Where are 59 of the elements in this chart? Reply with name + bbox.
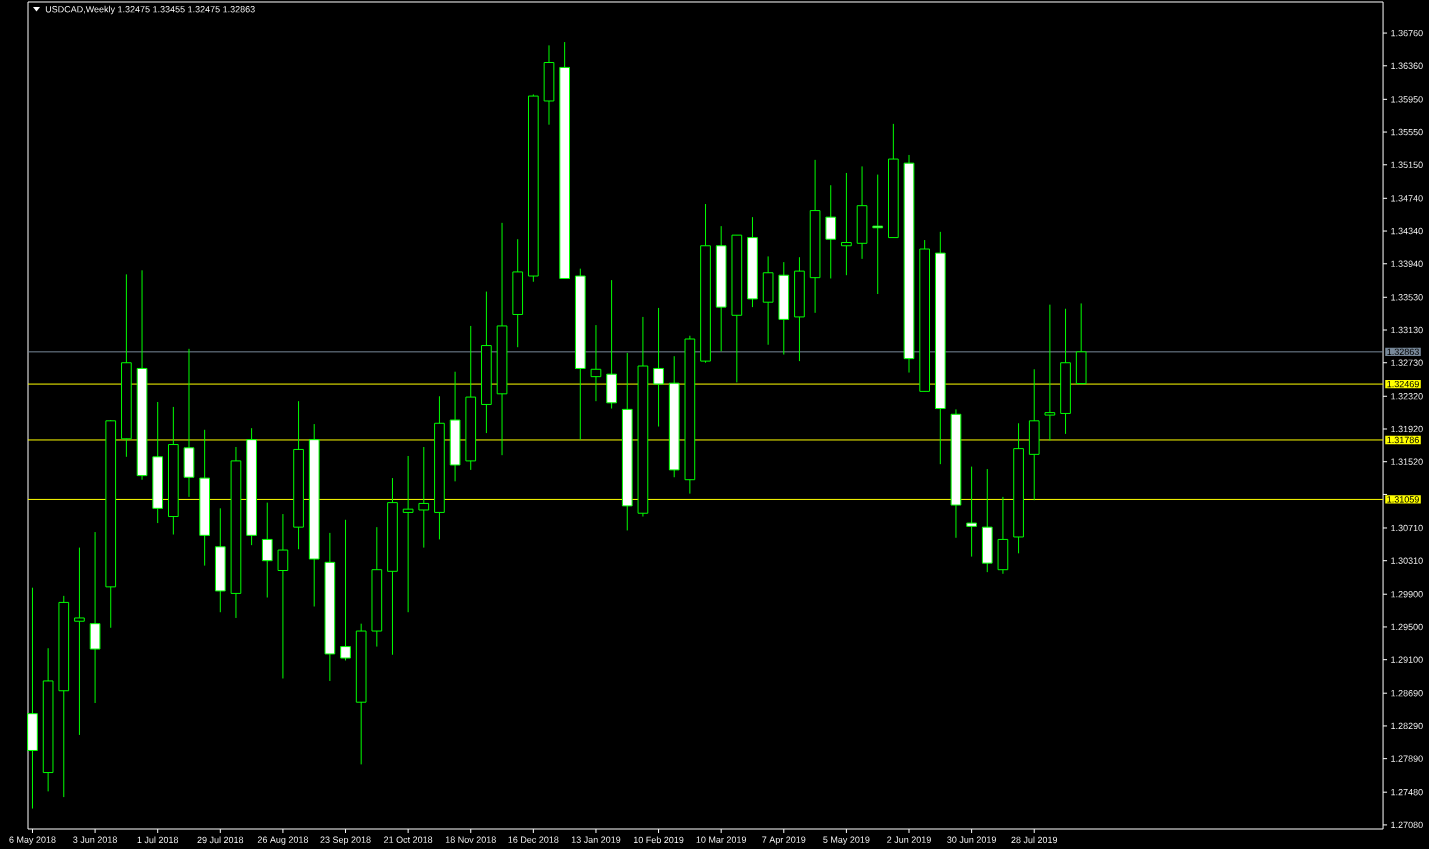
y-tick-label: 1.34740 [1391, 195, 1423, 202]
x-tick-label: 21 Oct 2018 [384, 836, 433, 843]
candlestick [340, 519, 351, 661]
y-tick-label: 1.33130 [1391, 326, 1423, 334]
y-tick-label: 1.33940 [1391, 260, 1423, 267]
x-tick-label: 5 May 2019 [823, 836, 870, 845]
x-tick-label: 7 Apr 2019 [762, 836, 806, 845]
y-tick-label: 1.33530 [1391, 294, 1423, 301]
y-tick-label: 1.30710 [1391, 524, 1423, 532]
x-tick-label: 18 Nov 2018 [445, 836, 496, 843]
x-tick-label: 2 Jun 2019 [887, 836, 931, 843]
y-tick-label: 1.36360 [1391, 62, 1423, 69]
x-tick-label: 29 Jul 2018 [197, 836, 244, 844]
candlestick [277, 513, 289, 679]
candlestick [841, 172, 852, 276]
y-tick-label: 1.31520 [1391, 458, 1423, 465]
x-tick-label: 26 Aug 2018 [257, 836, 309, 845]
candlestick [653, 307, 664, 428]
ref-line-label: 1.32469 [1387, 380, 1419, 388]
y-tick-label: 1.28690 [1391, 690, 1423, 697]
candlestick [872, 174, 884, 295]
x-tick-label: 6 May 2018 [9, 836, 56, 845]
y-tick-label: 1.31920 [1391, 425, 1423, 433]
x-tick-label: 3 Jun 2018 [73, 836, 117, 843]
y-tick-label: 1.27080 [1391, 821, 1423, 829]
y-tick-label: 1.27890 [1391, 755, 1423, 762]
y-tick-label: 1.28290 [1391, 722, 1423, 730]
x-tick-label: 30 Jun 2019 [947, 836, 996, 843]
candlestick [261, 502, 273, 598]
candlestick [966, 466, 977, 558]
y-tick-label: 1.35550 [1391, 128, 1423, 136]
candlestick [418, 446, 430, 549]
y-tick-label: 1.34340 [1391, 227, 1423, 235]
x-tick-label: 28 Jul 2019 [1011, 836, 1058, 844]
y-tick-label: 1.30310 [1391, 557, 1423, 564]
x-tick-label: 10 Mar 2019 [696, 836, 746, 843]
y-tick-label: 1.32320 [1391, 393, 1423, 400]
y-tick-label: 1.36760 [1391, 29, 1423, 37]
candlestick [825, 184, 837, 279]
ref-line-label: 1.31786 [1387, 436, 1419, 444]
chart-title: USDCAD,Weekly 1.32475 1.33455 1.32475 1.32863 [45, 5, 255, 15]
candlestick [402, 455, 414, 613]
x-tick-label: 10 Feb 2019 [633, 836, 684, 844]
y-tick-label: 1.29100 [1391, 656, 1423, 663]
ref-line-label: 1.32863 [1387, 348, 1419, 356]
y-tick-label: 1.29900 [1391, 591, 1423, 598]
y-tick-label: 1.29500 [1391, 623, 1423, 631]
y-tick-label: 1.32730 [1391, 359, 1423, 366]
candlestick [590, 324, 602, 402]
x-tick-label: 1 Jul 2018 [137, 836, 179, 844]
candlestick [1044, 304, 1056, 441]
y-tick-label: 1.35150 [1391, 161, 1423, 168]
ref-line-label: 1.31059 [1387, 496, 1419, 503]
candlestick [74, 547, 85, 736]
x-tick-label: 23 Sep 2018 [320, 836, 371, 845]
y-tick-label: 1.35950 [1391, 96, 1423, 103]
x-tick-label: 13 Jan 2019 [571, 836, 621, 843]
y-tick-label: 1.27480 [1391, 789, 1423, 796]
x-tick-label: 16 Dec 2018 [508, 836, 559, 843]
